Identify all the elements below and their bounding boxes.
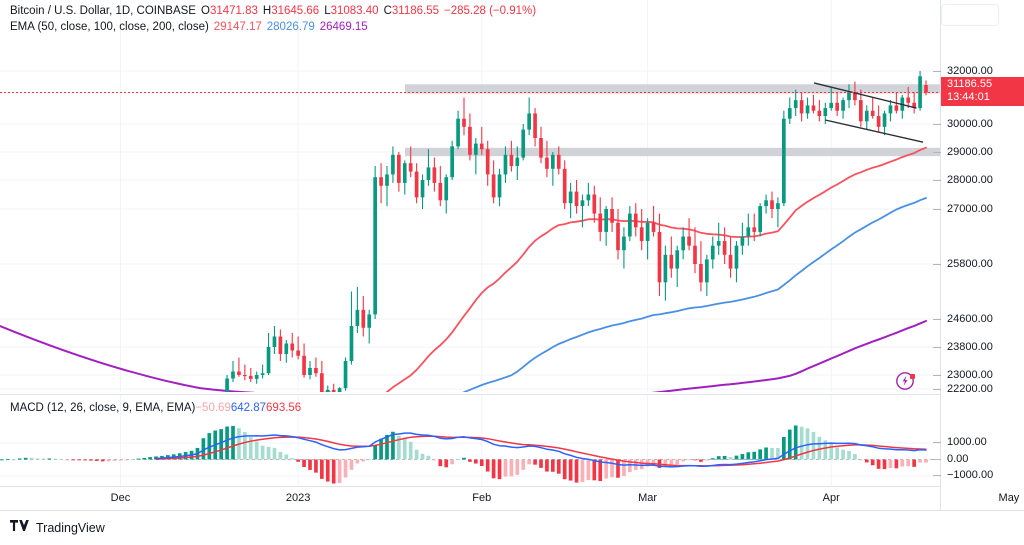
price-axis-label: 32000.00 xyxy=(947,65,993,77)
price-axis-label: 23800.00 xyxy=(947,341,993,353)
price-axis-label: 28000.00 xyxy=(947,174,993,186)
time-axis-label: Dec xyxy=(110,492,131,504)
price-axis-tick xyxy=(933,264,941,265)
price-chart-pane[interactable] xyxy=(0,0,940,392)
time-axis-label: Mar xyxy=(638,492,658,504)
time-axis-label: Feb xyxy=(472,492,492,504)
macd-indicator-pane[interactable] xyxy=(0,394,940,487)
price-axis-tick xyxy=(933,389,941,390)
price-axis-tick xyxy=(933,319,941,320)
time-axis-label: 2023 xyxy=(285,492,311,504)
price-axis[interactable]: 32000.00 30000.00 29000.00 28000.00 27000.00… xyxy=(933,0,1024,510)
price-axis-tick xyxy=(933,375,941,376)
tradingview-logo[interactable]: TradingView xyxy=(10,520,105,535)
price-chart-svg xyxy=(0,0,940,392)
price-axis-label: 27000.00 xyxy=(947,203,993,215)
price-axis-tick xyxy=(933,152,941,153)
lightning-bolt-icon[interactable] xyxy=(895,369,917,391)
time-axis-label: May xyxy=(998,492,1020,504)
price-axis-tick xyxy=(933,124,941,125)
macd-axis-tick xyxy=(933,475,941,476)
macd-axis-tick xyxy=(933,458,941,460)
price-axis-label: 29000.00 xyxy=(947,146,993,158)
price-axis-tick xyxy=(933,347,941,348)
current-price-countdown: 13:44:01 xyxy=(947,90,990,103)
price-axis-label: 25800.00 xyxy=(947,258,993,270)
price-axis-label: 24600.00 xyxy=(947,313,993,325)
macd-axis-label: 0.00 xyxy=(947,452,969,465)
chart-toolbar-button[interactable] xyxy=(941,4,999,26)
tradingview-mark-icon xyxy=(10,520,30,535)
footer-bar: TradingView xyxy=(0,510,1024,545)
current-price-value: 31186.55 xyxy=(947,77,993,90)
price-axis-label: 30000.00 xyxy=(947,118,993,130)
macd-axis-label: 1000.00 xyxy=(947,436,987,448)
price-axis-tick xyxy=(933,71,941,72)
current-price-tag[interactable]: 31186.55 13:44:01 xyxy=(941,76,1024,106)
macd-axis-tick xyxy=(933,442,941,443)
price-axis-tick xyxy=(933,180,941,181)
price-axis-label: 22200.00 xyxy=(947,383,993,395)
price-axis-tick xyxy=(933,209,941,210)
macd-axis-label: −1000.00 xyxy=(947,469,994,481)
time-axis[interactable]: Dec2023FebMarAprMayJunJul xyxy=(0,486,1019,511)
price-axis-label: 23000.00 xyxy=(947,369,993,381)
macd-chart-svg xyxy=(0,395,940,487)
tradingview-brand-label: TradingView xyxy=(36,520,105,535)
time-axis-label: Apr xyxy=(822,492,840,504)
